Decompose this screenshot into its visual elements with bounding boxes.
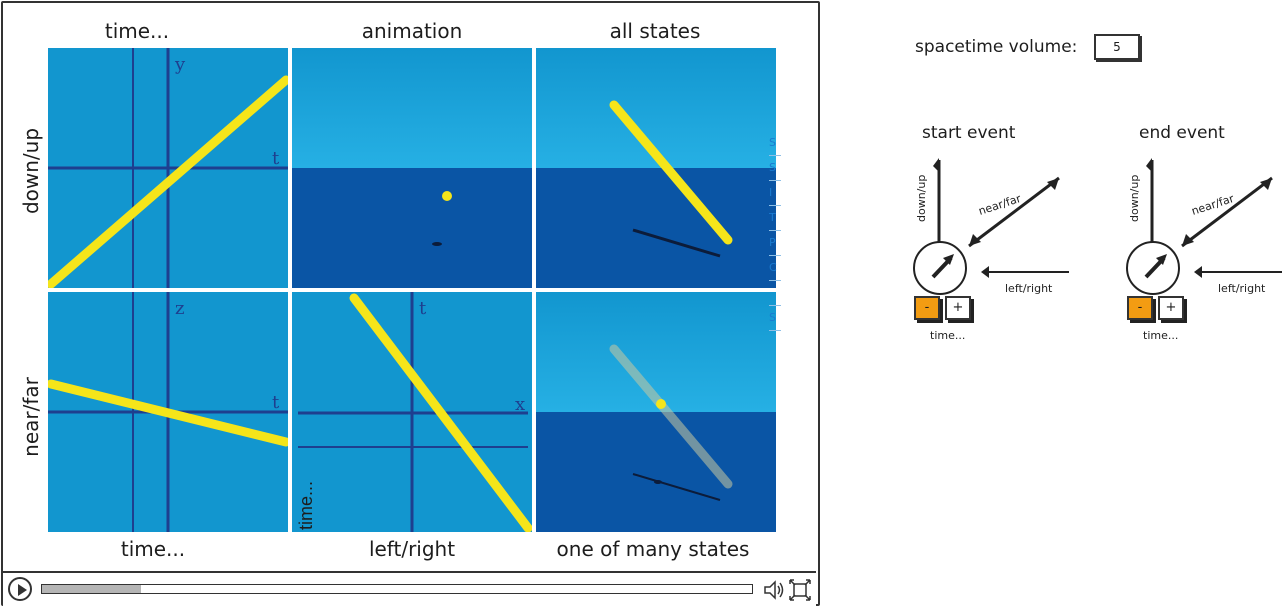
- list-item: S: [769, 156, 781, 181]
- axis-label-near-far: near/far: [977, 192, 1023, 218]
- volume-icon[interactable]: [763, 580, 785, 600]
- time-plus-button[interactable]: +: [1158, 296, 1184, 320]
- ball-shadow: [654, 480, 662, 484]
- video-player: time... animation all states down/up nea…: [1, 1, 820, 606]
- time-plus-button[interactable]: +: [945, 296, 971, 320]
- list-item: T: [769, 206, 781, 231]
- time-minus-button[interactable]: -: [1127, 296, 1153, 320]
- end-event-widget: end event down/up near/far left/right - …: [1118, 120, 1282, 342]
- panel-one-state: [536, 292, 776, 532]
- list-item: [769, 281, 781, 306]
- list-item: S: [769, 306, 781, 331]
- axes-gizmo[interactable]: down/up near/far left/right: [905, 120, 1085, 320]
- col-label-time-top: time...: [104, 19, 170, 43]
- trajectory-shadow: [632, 228, 721, 258]
- ball: [656, 399, 666, 409]
- time-label: time...: [930, 329, 966, 342]
- ball: [442, 191, 452, 201]
- axis-label-y: y: [174, 54, 186, 75]
- panel-updown-time: y t: [48, 48, 288, 288]
- start-event-widget: start event down/up near/far left/right …: [905, 120, 1085, 342]
- trajectory-rod: [48, 379, 288, 447]
- fullscreen-icon[interactable]: [789, 579, 811, 601]
- axis-label-z: z: [175, 298, 184, 319]
- panel-animation: [292, 48, 532, 288]
- end-event-title: end event: [1139, 123, 1225, 143]
- axis-label-left-right: left/right: [1005, 282, 1053, 295]
- progress-bar[interactable]: [41, 584, 753, 594]
- col-label-time-bottom: time...: [120, 537, 186, 561]
- col-label-one-of-many-states: one of many states: [556, 537, 750, 561]
- col-label-all-states: all states: [609, 19, 701, 43]
- panel-all-states: [536, 48, 776, 288]
- ghost-rod: [609, 344, 733, 489]
- spacetime-volume-input[interactable]: 5: [1094, 34, 1140, 60]
- row-label-near-far: near/far: [19, 377, 43, 457]
- panel-nearfar-time: z t: [48, 292, 288, 532]
- axis-label-t: t: [419, 298, 427, 319]
- list-item: P: [769, 231, 781, 256]
- axis-label-x: x: [515, 394, 525, 415]
- list-item: S: [769, 131, 781, 156]
- ball-shadow: [432, 242, 442, 246]
- trajectory-rod: [609, 100, 733, 245]
- progress-fill: [42, 585, 142, 593]
- spacetime-volume-label: spacetime volume:: [915, 37, 1078, 57]
- time-label: time...: [1143, 329, 1179, 342]
- start-event-title: start event: [922, 123, 1016, 143]
- player-controls: [3, 571, 816, 606]
- axis-label-left-right: left/right: [1218, 282, 1266, 295]
- axis-label-down-up: down/up: [1128, 175, 1141, 222]
- axis-label-t: t: [272, 148, 280, 169]
- play-button[interactable]: [8, 577, 32, 601]
- col-label-animation: animation: [361, 19, 463, 43]
- hidden-list: S S I T P C S: [769, 131, 781, 331]
- axis-label-time: time...: [296, 481, 316, 530]
- axis-label-near-far: near/far: [1190, 192, 1236, 218]
- list-item: C: [769, 256, 781, 281]
- panel-time-leftright: t x time...: [292, 292, 532, 532]
- time-minus-button[interactable]: -: [914, 296, 940, 320]
- trajectory-shadow: [632, 473, 721, 501]
- col-label-left-right: left/right: [368, 537, 456, 561]
- axes-gizmo[interactable]: down/up near/far left/right: [1118, 120, 1282, 320]
- list-item: I: [769, 181, 781, 206]
- trajectory-rod: [48, 75, 288, 288]
- axis-label-down-up: down/up: [915, 175, 928, 222]
- trajectory-rod: [349, 293, 532, 532]
- axis-label-t: t: [272, 392, 280, 413]
- row-label-down-up: down/up: [19, 127, 43, 215]
